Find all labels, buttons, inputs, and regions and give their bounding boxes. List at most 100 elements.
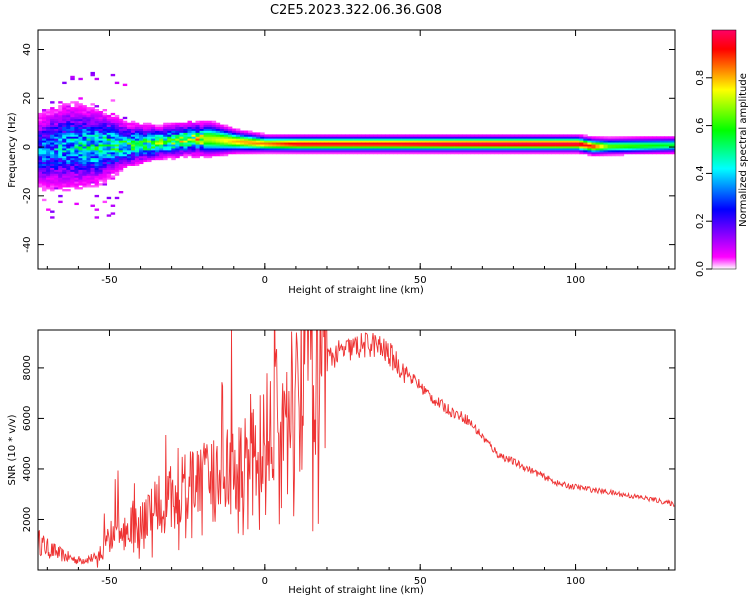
heatmap-cell <box>183 148 188 151</box>
heatmap-cell <box>86 165 91 168</box>
heatmap-cell <box>147 146 152 149</box>
heatmap-cell <box>547 148 552 151</box>
heatmap-cell <box>58 163 63 166</box>
heatmap-cell <box>231 151 237 155</box>
heatmap-cell <box>126 126 132 129</box>
heatmap-cell <box>74 105 79 108</box>
heatmap-cell <box>530 144 536 147</box>
heatmap-cell <box>159 150 164 153</box>
heatmap-cell <box>336 148 342 151</box>
heatmap-cell <box>78 124 83 127</box>
heatmap-cell <box>171 138 176 141</box>
heatmap-cell <box>159 144 164 147</box>
heatmap-cell <box>78 120 83 124</box>
heatmap-cell <box>227 144 233 147</box>
heatmap-cell <box>332 144 338 147</box>
heatmap-cell <box>70 161 75 165</box>
heatmap-cell <box>58 187 63 190</box>
heatmap-cell <box>316 142 322 145</box>
heatmap-cell <box>74 148 79 151</box>
heatmap-cell <box>631 138 637 141</box>
heatmap-cell <box>66 161 71 165</box>
heatmap-cell <box>583 142 588 145</box>
heatmap-cell <box>470 148 475 151</box>
heatmap-cell <box>353 142 358 145</box>
heatmap-cell <box>538 136 544 139</box>
heatmap-cell <box>304 150 310 153</box>
heatmap-cell <box>575 146 580 149</box>
heatmap-cell <box>114 159 120 163</box>
heatmap-cell <box>672 150 675 153</box>
heatmap-cell <box>122 83 128 87</box>
heatmap-cell <box>86 163 91 166</box>
heatmap-cell <box>74 140 79 143</box>
heatmap-cell <box>147 142 152 145</box>
heatmap-cell <box>215 142 221 145</box>
heatmap-cell <box>235 146 241 149</box>
heatmap-cell <box>199 120 205 124</box>
heatmap-cell <box>86 124 91 127</box>
heatmap-cell <box>300 151 306 155</box>
heatmap-cell <box>94 163 100 166</box>
heatmap-cell <box>635 150 641 153</box>
heatmap-cell <box>320 136 326 139</box>
heatmap-cell <box>42 177 47 180</box>
heatmap-cell <box>373 144 378 147</box>
heatmap-cell <box>373 151 378 155</box>
heatmap-cell <box>506 138 512 141</box>
heatmap-cell <box>652 140 657 143</box>
heatmap-cell <box>82 105 87 108</box>
heatmap-cell <box>211 124 217 127</box>
heatmap-cell <box>231 148 237 151</box>
heatmap-cell <box>595 144 600 147</box>
heatmap-cell <box>118 157 124 161</box>
heatmap-cell <box>252 134 257 137</box>
heatmap-cell <box>143 151 148 155</box>
heatmap-cell <box>215 144 221 147</box>
heatmap-cell <box>389 134 394 137</box>
heatmap-cell <box>563 136 568 139</box>
heatmap-cell <box>571 144 576 147</box>
heatmap-cell <box>595 138 600 141</box>
heatmap-cell <box>538 134 544 137</box>
heatmap-cell <box>42 111 47 114</box>
heatmap-cell <box>54 111 59 114</box>
heatmap-cell <box>102 130 108 133</box>
heatmap-cell <box>90 161 95 165</box>
heatmap-cell <box>187 134 192 137</box>
heatmap-cell <box>122 155 128 159</box>
heatmap-cell <box>122 122 128 126</box>
heatmap-cell <box>66 175 71 178</box>
heatmap-cell <box>373 134 378 137</box>
heatmap-cell <box>421 150 427 153</box>
heatmap-cell <box>134 157 140 161</box>
heatmap-cell <box>58 140 63 143</box>
heatmap-cell <box>203 150 209 153</box>
heatmap-cell <box>151 146 156 149</box>
heatmap-cell <box>82 159 87 163</box>
heatmap-cell <box>58 109 63 112</box>
heatmap-cell <box>134 132 140 135</box>
heatmap-cell <box>82 173 87 176</box>
heatmap-cell <box>486 144 491 147</box>
heatmap-cell <box>102 200 108 204</box>
heatmap-cell <box>66 144 71 147</box>
heatmap-cell <box>559 140 564 143</box>
heatmap-cell <box>591 153 596 157</box>
heatmap-cell <box>58 105 63 108</box>
heatmap-cell <box>199 136 205 139</box>
heatmap-cell <box>74 202 79 206</box>
heatmap-cell <box>393 140 398 143</box>
heatmap-cell <box>126 132 132 135</box>
heatmap-cell <box>595 136 600 139</box>
heatmap-cell <box>98 112 104 116</box>
heatmap-cell <box>86 171 91 174</box>
heatmap-cell <box>147 124 152 127</box>
heatmap-cell <box>308 142 314 145</box>
heatmap-cell <box>454 140 459 143</box>
heatmap-cell <box>122 140 128 143</box>
heatmap-cell <box>74 116 79 120</box>
heatmap-cell <box>78 109 83 112</box>
heatmap-cell <box>223 134 229 137</box>
heatmap-cell <box>211 122 217 126</box>
